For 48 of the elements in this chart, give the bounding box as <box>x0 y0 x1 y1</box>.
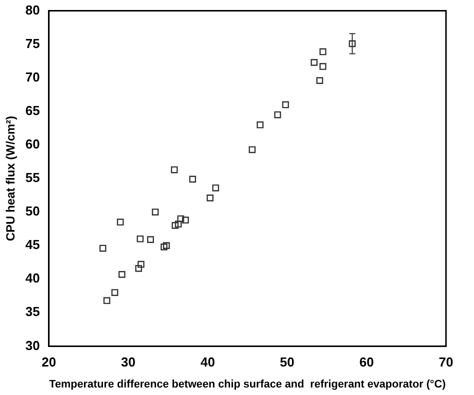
y-axis-title: CPU heat flux (W/cm²) <box>4 116 18 242</box>
point <box>111 289 118 296</box>
y-tick-label: 65 <box>25 103 40 118</box>
point <box>138 260 144 268</box>
x-tick-label: 50 <box>280 354 294 370</box>
y-tick-label: 70 <box>25 69 40 84</box>
point <box>118 270 126 278</box>
point <box>99 244 106 252</box>
x-tick-label: 30 <box>121 354 136 370</box>
point <box>206 194 214 202</box>
y-tick-label: 45 <box>25 237 40 252</box>
point <box>116 218 124 226</box>
y-tick-label: 75 <box>25 36 40 51</box>
point <box>162 242 170 250</box>
point <box>172 222 179 229</box>
y-tick-label: 35 <box>25 304 40 320</box>
y-tick-label: 30 <box>25 338 40 353</box>
point <box>174 220 182 228</box>
y-tick-label: 80 <box>25 2 40 18</box>
x-tick-label: 70 <box>438 354 454 370</box>
point <box>182 216 189 224</box>
x-tick-label: 40 <box>200 354 215 370</box>
x-tick-label: 20 <box>42 354 56 370</box>
point <box>103 297 110 304</box>
point <box>160 243 168 250</box>
y-tick-label: 55 <box>25 170 40 186</box>
point <box>256 121 264 128</box>
point <box>319 48 326 56</box>
y-tick-label: 50 <box>25 204 40 219</box>
point <box>170 166 178 174</box>
x-tick-label: 60 <box>359 354 374 370</box>
point <box>152 208 159 216</box>
point <box>212 184 220 192</box>
y-tick-label: 40 <box>25 270 40 286</box>
point <box>319 63 326 70</box>
point <box>248 146 256 154</box>
point <box>147 236 154 243</box>
x-axis-title: Temperature difference between chip surface and refrigerant evaporator (°C) <box>49 378 446 390</box>
point <box>135 264 142 272</box>
point <box>310 59 318 66</box>
point <box>136 235 144 242</box>
point <box>348 40 356 48</box>
y-tick-label: 60 <box>25 136 40 152</box>
point <box>282 101 289 108</box>
point <box>189 176 196 183</box>
point <box>177 215 184 222</box>
point <box>316 77 324 84</box>
point <box>274 111 282 118</box>
